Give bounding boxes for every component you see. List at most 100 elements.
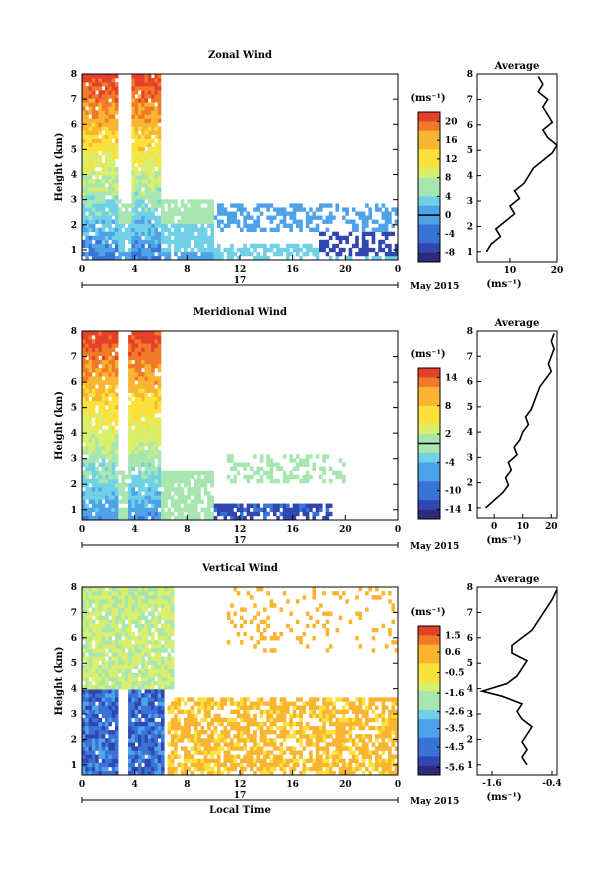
heatmap-cell [91, 388, 96, 393]
heatmap-cell [134, 74, 139, 79]
heatmap-cell [111, 376, 116, 381]
heatmap-cell [98, 171, 103, 176]
heatmap-cell [355, 742, 359, 747]
heatmap-cell [282, 705, 287, 710]
heatmap-cell [151, 446, 155, 451]
heatmap-cell [144, 491, 149, 496]
heatmap-cell [137, 685, 142, 690]
heatmap-cell [312, 623, 317, 629]
heatmap-cell [223, 503, 228, 508]
heatmap-cell [177, 207, 182, 212]
heatmap-cell [236, 503, 241, 508]
heatmap-cell [246, 709, 251, 714]
heatmap-cell [144, 74, 149, 79]
heatmap-cell [157, 195, 162, 200]
heatmap-cell [345, 207, 349, 212]
heatmap-cell [82, 78, 86, 83]
heatmap-cell [105, 239, 109, 245]
heatmap-cell [137, 450, 142, 455]
heatmap-cell [335, 255, 340, 261]
heatmap-cell [98, 343, 103, 348]
heatmap-cell [82, 138, 86, 144]
heatmap-cell [91, 158, 96, 164]
heatmap-cell [85, 191, 89, 196]
profile-line [485, 333, 555, 509]
heatmap-cell [91, 656, 96, 661]
heatmap-cell [105, 175, 109, 180]
x-tick-label: 8 [184, 525, 190, 535]
heatmap-cell [203, 211, 208, 216]
heatmap-cell [319, 713, 323, 719]
heatmap-cell [164, 235, 168, 241]
heatmap-cell [91, 515, 96, 521]
heatmap-cell [292, 203, 297, 208]
heatmap-cell [131, 705, 135, 710]
heatmap-cell [368, 215, 372, 220]
heatmap-cell [220, 717, 224, 723]
heatmap-cell [101, 758, 106, 764]
heatmap-cell [276, 725, 280, 731]
x-tick-label: 8 [184, 265, 190, 275]
heatmap-cell [111, 709, 116, 714]
heatmap-cell [170, 754, 175, 759]
heatmap-cell [355, 705, 359, 710]
heatmap-cell [328, 770, 333, 776]
heatmap-cell [246, 697, 251, 702]
heatmap-cell [190, 511, 195, 517]
heatmap-cell [203, 738, 208, 743]
heatmap-cell [282, 503, 287, 508]
heatmap-cell [105, 697, 109, 702]
heatmap-cell [118, 223, 122, 228]
heatmap-cell [85, 380, 89, 385]
heatmap-cell [141, 697, 145, 702]
heatmap-cell [85, 138, 89, 144]
heatmap-cell [98, 110, 103, 115]
heatmap-cell [108, 421, 112, 426]
heatmap-cell [147, 102, 152, 107]
heatmap-cell [134, 343, 139, 348]
heatmap-cell [131, 94, 135, 99]
heatmap-cell [180, 474, 185, 480]
heatmap-cell [157, 175, 162, 180]
heatmap-cell [246, 750, 251, 755]
heatmap-cell [253, 701, 257, 706]
heatmap-cell [279, 607, 284, 612]
heatmap-cell [114, 725, 119, 731]
heatmap-cell [151, 400, 155, 406]
heatmap-cell [144, 441, 149, 447]
heatmap-cell [391, 255, 396, 261]
heatmap-cell [108, 636, 112, 641]
heatmap-cell [154, 409, 159, 414]
heatmap-cell [95, 466, 99, 471]
heatmap-cell [114, 652, 119, 657]
heatmap-cell [167, 478, 172, 484]
heatmap-cell [345, 770, 349, 776]
heatmap-cell [365, 251, 369, 257]
heatmap-cell [322, 770, 326, 776]
heatmap-cell [371, 697, 376, 702]
heatmap-cell [128, 487, 132, 492]
heatmap-cell [88, 372, 93, 377]
heatmap-cell [154, 239, 159, 245]
heatmap-cell [302, 207, 307, 212]
heatmap-cell [157, 417, 162, 422]
heatmap-cell [170, 478, 175, 484]
heatmap-cell [98, 676, 103, 682]
heatmap-cell [91, 738, 96, 743]
heatmap-cell [236, 713, 241, 719]
heatmap-cell [197, 742, 201, 747]
heatmap-cell [348, 219, 353, 224]
heatmap-cell [128, 664, 132, 670]
heatmap-cell [361, 211, 366, 216]
heatmap-cell [161, 705, 165, 710]
heatmap-cell [161, 611, 165, 616]
heatmap-cell [187, 478, 191, 484]
y-axis-label: Height (km) [54, 391, 65, 460]
heatmap-cell [95, 603, 99, 608]
heatmap-cell [108, 627, 112, 633]
heatmap-cell [381, 223, 386, 228]
heatmap-cell [141, 363, 145, 369]
heatmap-cell [266, 742, 270, 747]
heatmap-cell [108, 400, 112, 406]
heatmap-cell [216, 717, 221, 723]
